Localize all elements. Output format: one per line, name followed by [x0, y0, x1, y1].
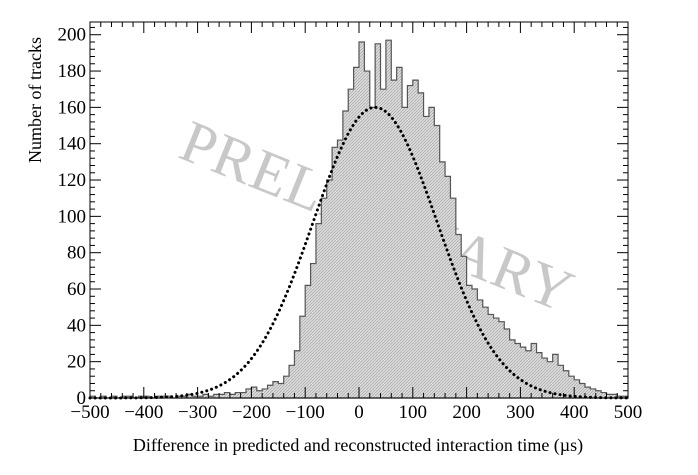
y-axis-title: Number of tracks	[25, 37, 45, 163]
y-tick-label: 80	[67, 243, 86, 264]
x-tick-label: 200	[452, 402, 481, 423]
fit-curve	[88, 105, 630, 400]
x-tick-label: −300	[178, 402, 217, 423]
y-tick-label: 40	[67, 315, 86, 336]
y-tick-label: 200	[58, 25, 87, 46]
axes	[89, 21, 629, 399]
x-tick-label: 100	[399, 402, 428, 423]
x-tick-label: −400	[124, 402, 163, 423]
x-tick-label: 500	[614, 402, 643, 423]
fit-line	[88, 105, 630, 400]
y-tick-label: 180	[58, 61, 87, 82]
y-tick-label: 0	[77, 388, 87, 409]
histogram-outline	[89, 39, 629, 399]
tick-labels: −500 −400 −300 −200 −100 0 100 200 300 400 500 0 20 4…	[58, 25, 643, 423]
y-tick-label: 100	[58, 206, 87, 227]
y-tick-label: 120	[58, 170, 87, 191]
y-tick-label: 20	[67, 352, 86, 373]
y-tick-label: 140	[58, 134, 87, 155]
x-tick-label: −200	[232, 402, 271, 423]
x-tick-label: −100	[286, 402, 325, 423]
x-tick-label: 300	[506, 402, 535, 423]
y-tick-label: 60	[67, 279, 86, 300]
y-tick-label: 160	[58, 97, 87, 118]
histogram	[89, 39, 629, 399]
x-tick-label: −500	[70, 402, 109, 423]
x-axis-title: Difference in predicted and reconstructe…	[133, 435, 583, 456]
x-tick-label: 0	[354, 402, 364, 423]
x-tick-label: 400	[560, 402, 589, 423]
